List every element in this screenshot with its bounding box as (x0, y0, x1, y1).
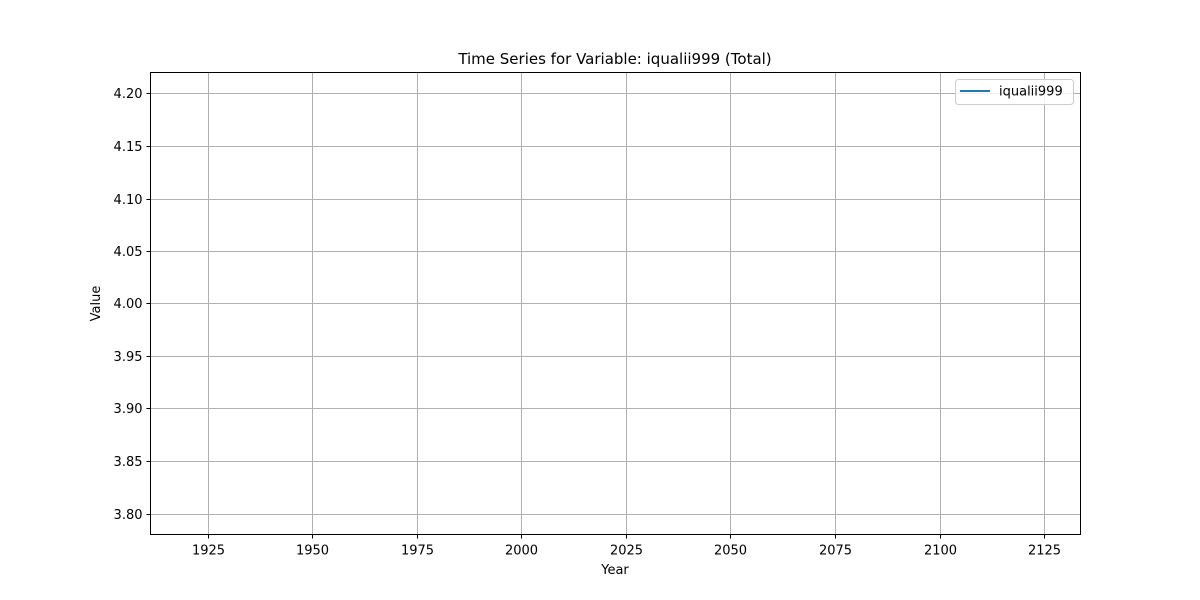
x-tick-label: 2025 (610, 544, 643, 559)
y-tick-label: 4.20 (114, 87, 143, 102)
y-tick-label: 4.15 (114, 140, 143, 155)
grid (150, 72, 1081, 535)
y-tick-label: 4.05 (114, 245, 143, 260)
y-tick-label: 3.80 (114, 508, 143, 523)
x-tick-label: 2075 (819, 544, 852, 559)
legend-box (955, 79, 1074, 105)
y-axis: 3.80 3.85 3.90 3.95 4.00 4.05 4.10 4.15 4.20 (114, 87, 151, 523)
y-tick-label: 3.85 (114, 455, 143, 470)
x-tick-label: 1925 (192, 544, 225, 559)
x-tick-label: 1950 (296, 544, 329, 559)
x-axis-label: Year (600, 563, 629, 578)
x-tick-label: 1975 (401, 544, 434, 559)
y-tick-label: 3.90 (114, 402, 143, 417)
chart-title: Time Series for Variable: iqualii999 (To… (457, 50, 771, 68)
legend: iqualii999 (955, 79, 1074, 105)
x-tick-label: 2000 (505, 544, 538, 559)
x-tick-label: 2100 (924, 544, 957, 559)
y-tick-label: 4.00 (114, 297, 143, 312)
x-axis: 1925 1950 1975 2000 2025 2050 2075 2100 2125 (192, 534, 1061, 559)
legend-entry: iqualii999 (999, 85, 1063, 100)
x-tick-label: 2125 (1028, 544, 1061, 559)
y-tick-label: 4.10 (114, 193, 143, 208)
x-tick-label: 2050 (714, 544, 747, 559)
y-axis-label: Value (89, 286, 104, 322)
y-tick-label: 3.95 (114, 350, 143, 365)
